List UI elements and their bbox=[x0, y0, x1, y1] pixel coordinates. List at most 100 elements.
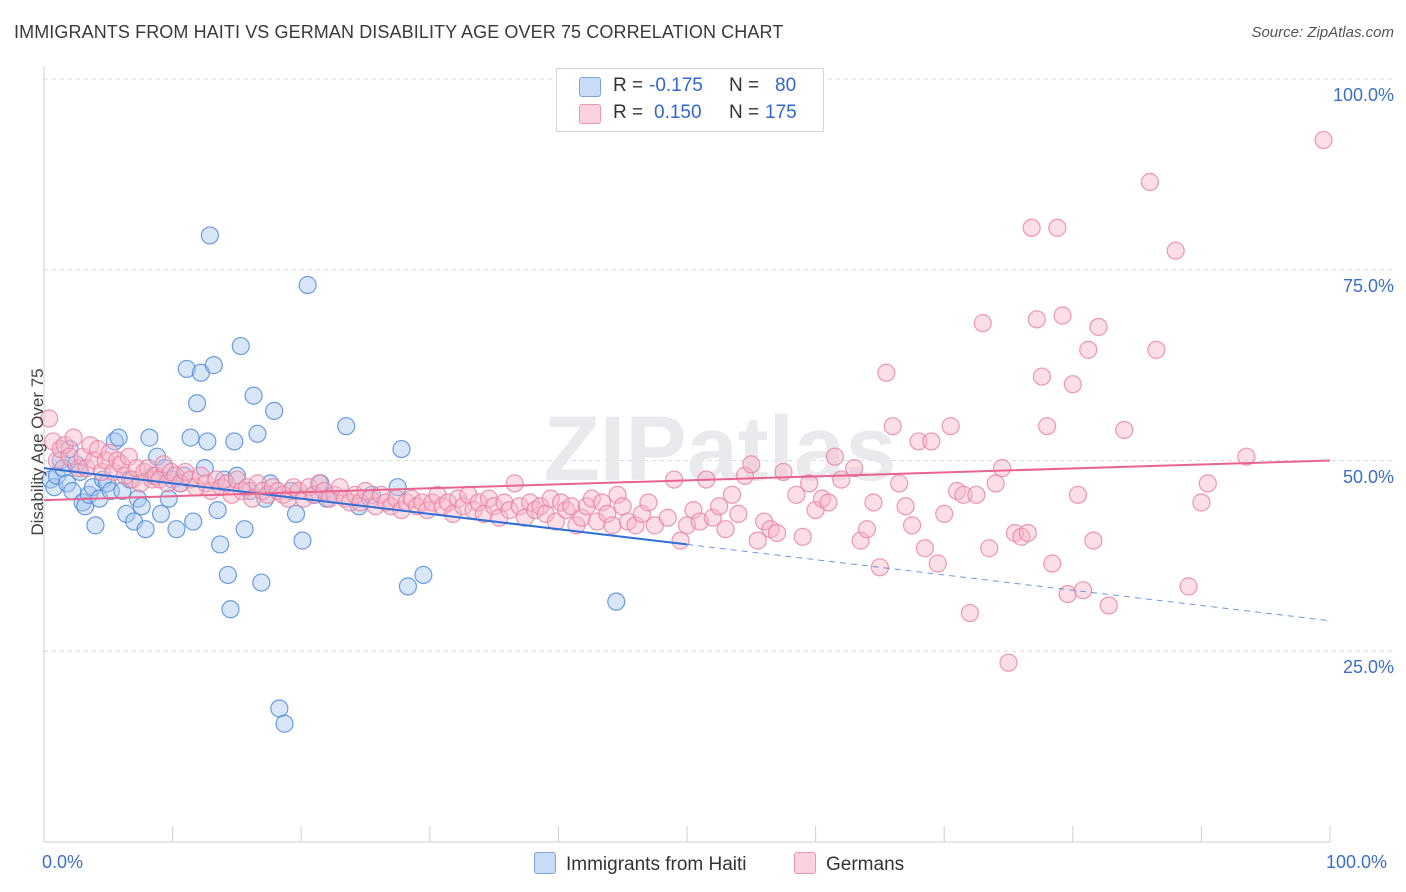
data-point bbox=[793, 527, 812, 546]
data-point bbox=[500, 500, 519, 520]
legend-swatch-germans bbox=[579, 104, 601, 124]
data-point bbox=[598, 504, 617, 524]
y-tick-label: 75.0% bbox=[1342, 275, 1394, 296]
data-point bbox=[40, 409, 59, 428]
data-point bbox=[505, 474, 524, 493]
data-point bbox=[935, 504, 954, 524]
data-point bbox=[1032, 367, 1052, 386]
data-point bbox=[541, 489, 560, 508]
data-point bbox=[221, 600, 240, 619]
legend-r-value: 0.150 bbox=[654, 102, 702, 123]
data-point bbox=[286, 504, 306, 524]
gridlines bbox=[44, 78, 1392, 652]
bottom-legend-label-germans: Germans bbox=[826, 854, 905, 875]
data-point bbox=[1115, 420, 1134, 440]
legend-n-value: 175 bbox=[765, 102, 797, 123]
data-point bbox=[1043, 554, 1062, 573]
data-point bbox=[1179, 577, 1198, 596]
data-point bbox=[1192, 493, 1211, 512]
data-point bbox=[587, 512, 607, 531]
data-point bbox=[1089, 317, 1108, 337]
data-point bbox=[986, 474, 1005, 493]
data-point bbox=[967, 485, 986, 504]
data-point bbox=[857, 520, 877, 539]
data-point bbox=[184, 512, 203, 531]
bottom-legend-swatch-haiti bbox=[534, 852, 556, 874]
data-point bbox=[1048, 218, 1067, 237]
data-point bbox=[244, 386, 263, 405]
data-point bbox=[198, 432, 217, 451]
data-point bbox=[1099, 596, 1118, 615]
data-point bbox=[613, 497, 632, 516]
x-tick-label: 0.0% bbox=[42, 852, 84, 872]
data-point bbox=[716, 520, 735, 539]
data-point bbox=[1237, 447, 1256, 466]
data-point bbox=[1027, 310, 1046, 329]
legend-n-value: 80 bbox=[775, 75, 797, 96]
data-point bbox=[909, 432, 928, 451]
data-point bbox=[86, 516, 105, 535]
data-point bbox=[275, 714, 294, 733]
data-point bbox=[392, 439, 411, 459]
data-point bbox=[1073, 581, 1093, 600]
data-point bbox=[100, 443, 119, 462]
data-point bbox=[626, 516, 645, 535]
data-point bbox=[1314, 130, 1333, 150]
data-point bbox=[43, 432, 63, 451]
data-point bbox=[298, 275, 317, 295]
data-point bbox=[877, 363, 896, 382]
y-tick-label: 25.0% bbox=[1342, 657, 1394, 678]
data-point bbox=[825, 447, 844, 466]
data-point bbox=[139, 459, 158, 478]
data-point bbox=[140, 428, 159, 447]
data-point bbox=[112, 455, 131, 474]
data-point bbox=[742, 455, 761, 474]
data-point bbox=[870, 558, 890, 577]
data-point bbox=[922, 432, 941, 451]
data-point bbox=[639, 493, 658, 512]
data-point bbox=[710, 497, 729, 516]
legend-swatch-haiti bbox=[579, 77, 601, 97]
y-axis-label: Disability Age Over 75 bbox=[28, 368, 47, 536]
data-point bbox=[235, 520, 254, 539]
data-point bbox=[607, 592, 626, 611]
y-tick-label: 50.0% bbox=[1342, 466, 1394, 487]
data-point bbox=[218, 565, 237, 585]
axes bbox=[43, 66, 1331, 843]
data-point bbox=[469, 493, 488, 512]
data-point bbox=[774, 462, 793, 482]
data-point bbox=[928, 554, 947, 573]
data-point bbox=[902, 516, 922, 535]
data-point bbox=[684, 500, 703, 520]
data-point bbox=[428, 485, 447, 504]
data-point bbox=[225, 432, 244, 451]
bottom-legend-label-haiti: Immigrants from Haiti bbox=[566, 854, 747, 875]
data-point bbox=[64, 428, 83, 447]
data-point bbox=[603, 516, 622, 535]
data-point bbox=[454, 497, 473, 516]
legend-r-value: -0.175 bbox=[649, 75, 703, 96]
data-point bbox=[485, 497, 504, 516]
data-point bbox=[582, 489, 601, 508]
data-point bbox=[270, 699, 289, 718]
data-point bbox=[414, 565, 433, 585]
x-tick-label: 100.0% bbox=[1326, 852, 1388, 872]
trend-line-haiti-extension bbox=[686, 543, 1331, 622]
data-point bbox=[265, 401, 284, 421]
data-point bbox=[562, 497, 581, 516]
data-point bbox=[896, 497, 915, 516]
legend-n-label: N = bbox=[729, 102, 760, 123]
data-point bbox=[1140, 172, 1160, 192]
data-point bbox=[748, 531, 767, 550]
data-point bbox=[1058, 584, 1077, 604]
data-point bbox=[1063, 375, 1082, 394]
data-point bbox=[735, 466, 754, 485]
data-point bbox=[252, 573, 271, 592]
data-point bbox=[1079, 340, 1098, 359]
data-point bbox=[755, 512, 774, 531]
trend-line-haiti bbox=[43, 467, 688, 546]
data-point bbox=[980, 539, 999, 558]
data-point bbox=[632, 504, 652, 524]
y-tick-label: 100.0% bbox=[1332, 85, 1394, 105]
data-point bbox=[47, 466, 66, 485]
